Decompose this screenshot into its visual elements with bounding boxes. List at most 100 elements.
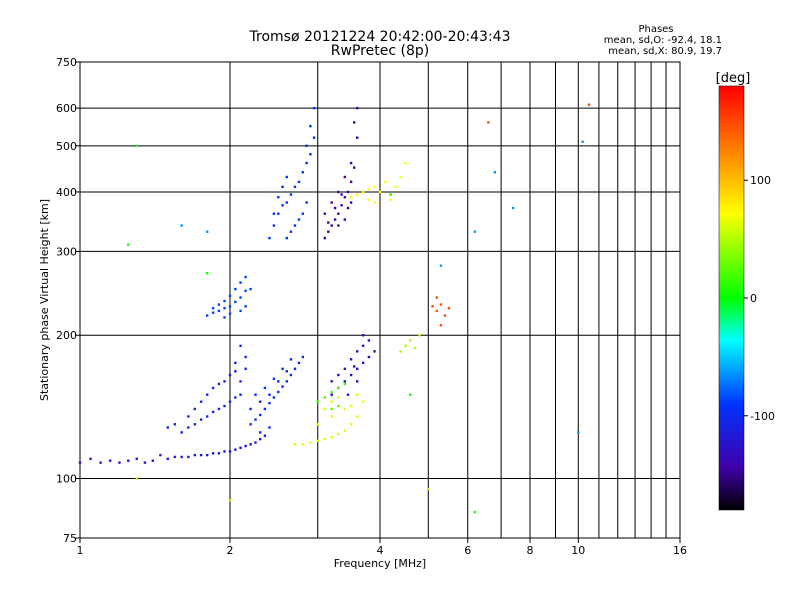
data-point (268, 393, 271, 396)
data-point (268, 401, 271, 405)
data-point (289, 193, 293, 196)
data-point (355, 136, 359, 139)
data-point (281, 385, 284, 388)
data-point (293, 367, 297, 371)
data-point (289, 230, 293, 233)
data-point (285, 175, 288, 179)
data-point (78, 461, 82, 464)
data-point (263, 407, 267, 411)
y-axis-ticks: 75 100 200 300 400 500 600 750 (56, 56, 80, 545)
data-point (272, 396, 276, 399)
data-point (361, 190, 365, 194)
data-point (297, 180, 301, 184)
data-point (367, 198, 371, 202)
data-point (340, 193, 343, 196)
data-point (431, 305, 434, 308)
y-tick-label: 300 (56, 245, 77, 258)
data-point (301, 171, 305, 174)
data-point (323, 437, 327, 441)
data-point (427, 487, 430, 491)
x-tick-label: 8 (527, 544, 534, 557)
y-tick-label: 100 (56, 473, 77, 486)
data-point (343, 218, 347, 221)
data-point (285, 236, 288, 240)
data-point (581, 140, 584, 143)
data-point (180, 431, 183, 434)
data-point (352, 365, 356, 368)
data-point (173, 455, 177, 459)
data-point (301, 443, 305, 446)
data-point (493, 171, 497, 174)
data-point (277, 195, 280, 199)
data-point (244, 367, 247, 371)
data-point (180, 455, 183, 459)
data-point (281, 204, 284, 207)
data-point (151, 459, 155, 462)
data-point (239, 344, 242, 348)
y-tick-label: 200 (56, 329, 77, 342)
data-point (333, 218, 337, 221)
data-point (187, 415, 190, 418)
x-tick-label: 10 (571, 544, 585, 557)
data-point (293, 185, 297, 189)
data-point (352, 121, 356, 124)
data-point (217, 382, 221, 386)
data-point (211, 386, 215, 390)
x-tick-label: 16 (673, 544, 687, 557)
data-point (337, 190, 340, 194)
data-point (297, 361, 301, 365)
data-point (211, 452, 215, 455)
y-tick-label: 600 (56, 102, 77, 115)
data-point (330, 407, 333, 411)
data-point (337, 432, 340, 436)
data-point (355, 415, 359, 418)
stats-heading: Phases (638, 24, 673, 35)
data-point (223, 450, 226, 453)
data-point (244, 444, 247, 448)
data-point (337, 212, 340, 215)
data-point (330, 415, 333, 418)
data-point (343, 407, 347, 411)
data-point (352, 166, 356, 169)
data-point (277, 212, 280, 215)
data-point (343, 382, 347, 386)
data-point (99, 461, 102, 464)
data-point (343, 195, 347, 199)
data-point (409, 339, 412, 342)
data-point (211, 410, 215, 414)
data-point (337, 404, 340, 408)
data-point (309, 441, 312, 444)
data-point (404, 344, 407, 348)
data-point (404, 161, 407, 165)
data-point (327, 230, 330, 233)
stats-line-x: mean, sd,X: 80.9, 19.7 (608, 46, 722, 57)
data-point (211, 311, 215, 314)
data-point (228, 373, 232, 377)
data-point (389, 198, 392, 202)
data-point (127, 243, 130, 246)
data-point (259, 437, 262, 441)
data-point (205, 415, 209, 418)
data-point (217, 407, 221, 411)
data-point (249, 423, 252, 426)
data-point (337, 396, 340, 399)
data-point (228, 294, 232, 298)
data-point (193, 423, 197, 426)
data-point (272, 377, 276, 380)
data-point (473, 230, 477, 233)
data-point (263, 434, 267, 437)
data-point (330, 393, 333, 396)
data-point (435, 309, 438, 313)
data-point (285, 370, 288, 373)
data-point (223, 306, 226, 310)
data-point (394, 185, 397, 189)
data-point (361, 334, 365, 337)
data-point (487, 121, 490, 124)
data-point (367, 188, 371, 191)
data-point (384, 180, 387, 184)
colorbar-label: [deg] (716, 71, 751, 86)
data-point (259, 431, 262, 434)
data-point (228, 450, 232, 453)
colorbar-tick-label: -100 (750, 410, 775, 423)
data-point (199, 453, 203, 457)
